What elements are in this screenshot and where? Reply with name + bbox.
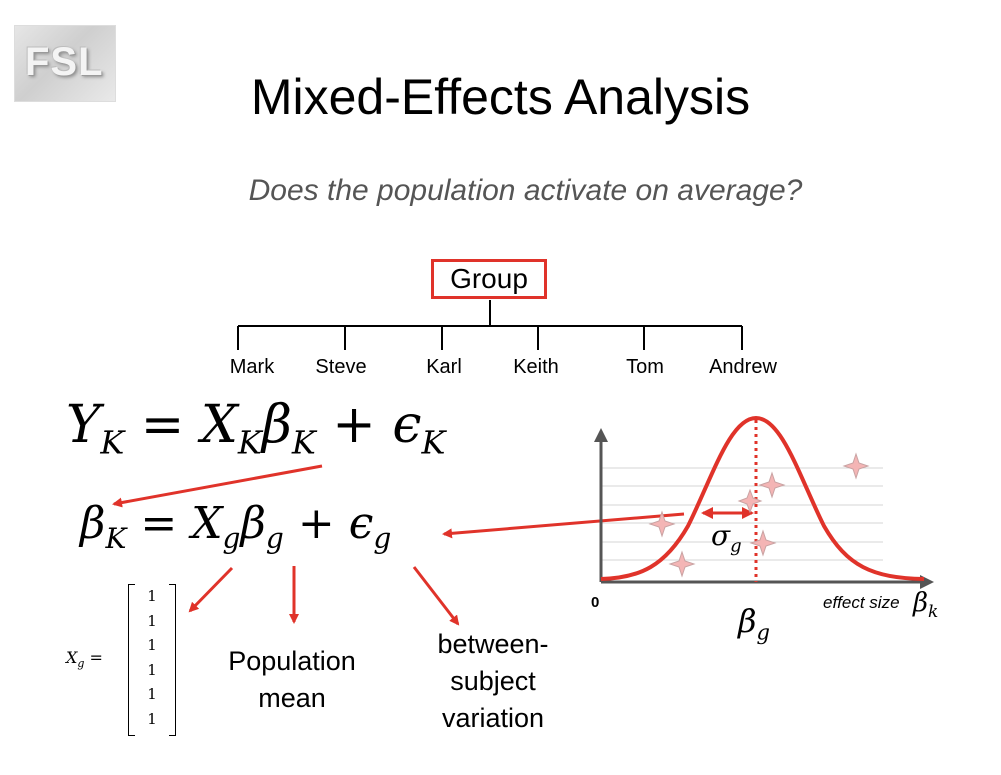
design-matrix-entry: 1 (147, 685, 157, 703)
design-matrix-entry: 1 (147, 709, 157, 728)
subject-tom: Tom (626, 356, 664, 378)
design-matrix-values: 1 1 1 1 1 1 (128, 584, 176, 731)
design-matrix-entry: 1 (147, 660, 157, 679)
hierarchy-tree (237, 300, 743, 350)
slide-title: Mixed-Effects Analysis (250, 69, 751, 125)
arrow-design-matrix (188, 566, 234, 613)
subject-andrew: Andrew (709, 356, 777, 378)
population-mean-caption: Population mean (228, 646, 356, 713)
design-matrix-entry: 1 (147, 587, 157, 605)
star-marker (758, 471, 786, 499)
design-matrix-entry: 1 (147, 611, 157, 630)
star-marker (668, 550, 696, 578)
star-marker (648, 510, 676, 538)
plot-gridlines (600, 467, 883, 561)
design-matrix-entry: 1 (147, 636, 157, 654)
arrow-between-subject (412, 566, 460, 626)
slide-subtitle: Does the population activate on average? (248, 174, 803, 207)
plot-x-label: effect size (823, 593, 900, 612)
gaussian-curve (600, 415, 925, 581)
star-marker (737, 488, 763, 514)
arrow-beta-k (112, 464, 323, 508)
design-matrix: 1 1 1 1 1 1 (128, 584, 176, 736)
plot-x-symbol: βk (913, 588, 939, 623)
subject-karl: Karl (426, 356, 462, 378)
design-matrix-label: Xg = (66, 648, 103, 671)
group-node: Group (431, 259, 547, 299)
plot-spread-symbol: σg (711, 519, 742, 557)
subject-keith: Keith (513, 356, 559, 378)
first-level-equation: YK = XKβK + ϵK (66, 395, 446, 462)
arrow-sigma-to-epsilon (442, 512, 685, 539)
red-arrows (112, 464, 685, 626)
between-subject-caption: between-subject variation (437, 629, 549, 733)
plot-origin-label: 0 (591, 594, 600, 611)
star-marker (842, 452, 870, 480)
subject-effect-stars (648, 452, 870, 578)
fsl-logo: FSL (14, 25, 116, 102)
distribution-plot (594, 415, 934, 589)
plot-mean-symbol: βg (738, 602, 770, 645)
second-level-equation: βK = Xgβg + ϵg (80, 498, 392, 555)
logo-text: FSL (25, 40, 104, 84)
star-marker (749, 529, 777, 557)
subject-steve: Steve (315, 356, 367, 378)
subject-mark: Mark (229, 356, 275, 378)
